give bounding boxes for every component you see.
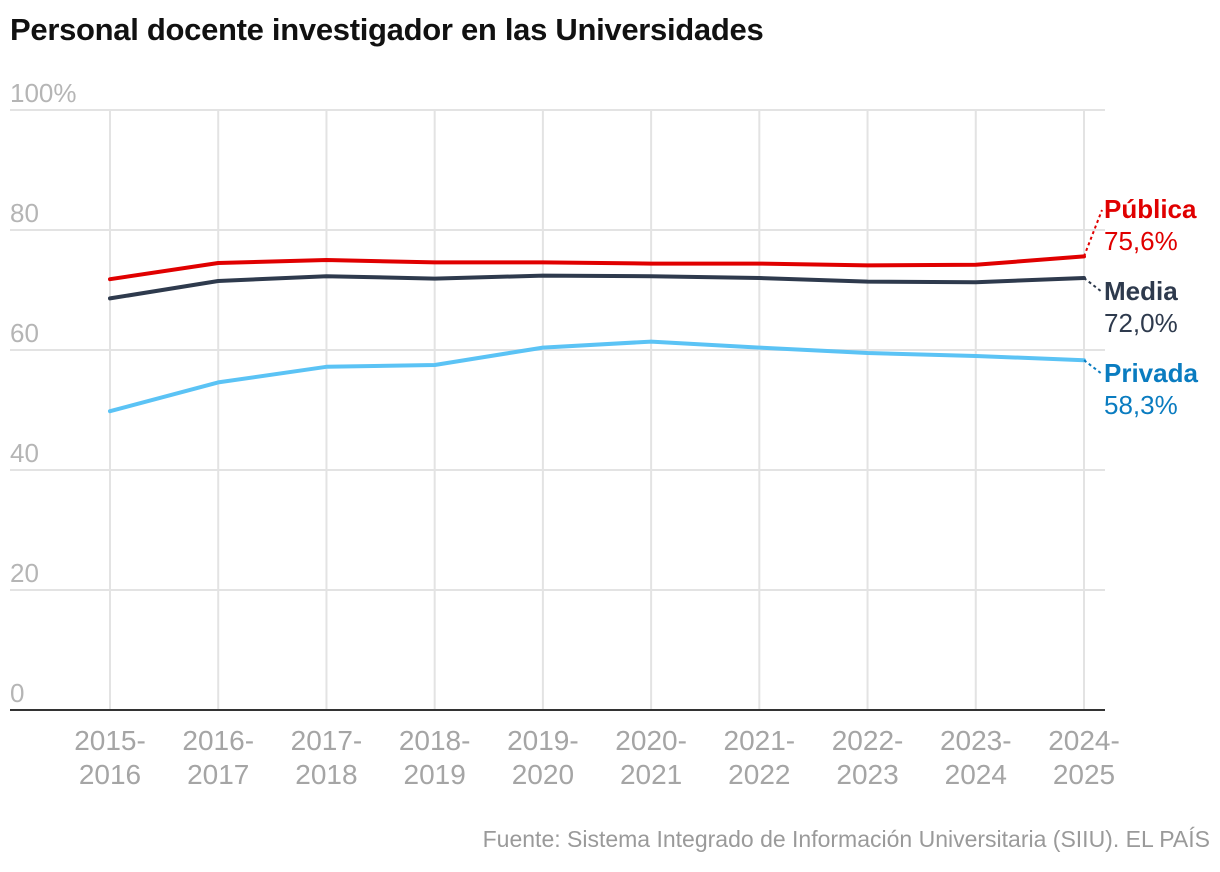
y-tick-label: 60 — [10, 318, 39, 348]
x-axis-ticks: 2015-2016 2016-2017 2017-2018 2018-2019 2019… — [74, 725, 1120, 790]
y-tick-label: 20 — [10, 558, 39, 588]
x-tick-label: 2024-2025 — [1048, 725, 1120, 790]
vertical-gridlines — [109, 110, 1085, 710]
chart-title: Personal docente investigador en las Uni… — [10, 12, 764, 47]
x-tick-label: 2015-2016 — [74, 725, 146, 790]
x-tick-label: 2021-2022 — [724, 725, 796, 790]
leader-line-publica — [1083, 209, 1103, 257]
series-line-media — [108, 273, 1086, 301]
x-tick-label: 2023-2024 — [940, 725, 1012, 790]
leader-line-media — [1083, 277, 1103, 293]
y-tick-label: 0 — [10, 678, 24, 708]
x-tick-label: 2020-2021 — [615, 725, 687, 790]
x-tick-label: 2022-2023 — [832, 725, 904, 790]
y-tick-label: 100% — [10, 78, 77, 108]
series-label-publica: Pública — [1104, 194, 1197, 224]
y-axis-ticks: 0 20 40 60 80 100% — [10, 78, 77, 708]
source-note: Fuente: Sistema Integrado de Información… — [482, 826, 1210, 852]
x-tick-label: 2018-2019 — [399, 725, 471, 790]
series-lines — [108, 254, 1086, 414]
x-tick-label: 2016-2017 — [182, 725, 254, 790]
x-tick-label: 2017-2018 — [291, 725, 363, 790]
series-value-publica: 75,6% — [1104, 226, 1178, 256]
series-label-media: Media — [1104, 276, 1178, 306]
series-line-privada — [108, 339, 1086, 414]
series-line-publica — [108, 254, 1086, 282]
series-value-media: 72,0% — [1104, 308, 1178, 338]
horizontal-gridlines — [10, 109, 1105, 591]
series-label-privada: Privada — [1104, 358, 1198, 388]
x-tick-label: 2019-2020 — [507, 725, 579, 790]
y-tick-label: 80 — [10, 198, 39, 228]
series-value-privada: 58,3% — [1104, 390, 1178, 420]
leader-line-privada — [1083, 359, 1103, 375]
y-tick-label: 40 — [10, 438, 39, 468]
